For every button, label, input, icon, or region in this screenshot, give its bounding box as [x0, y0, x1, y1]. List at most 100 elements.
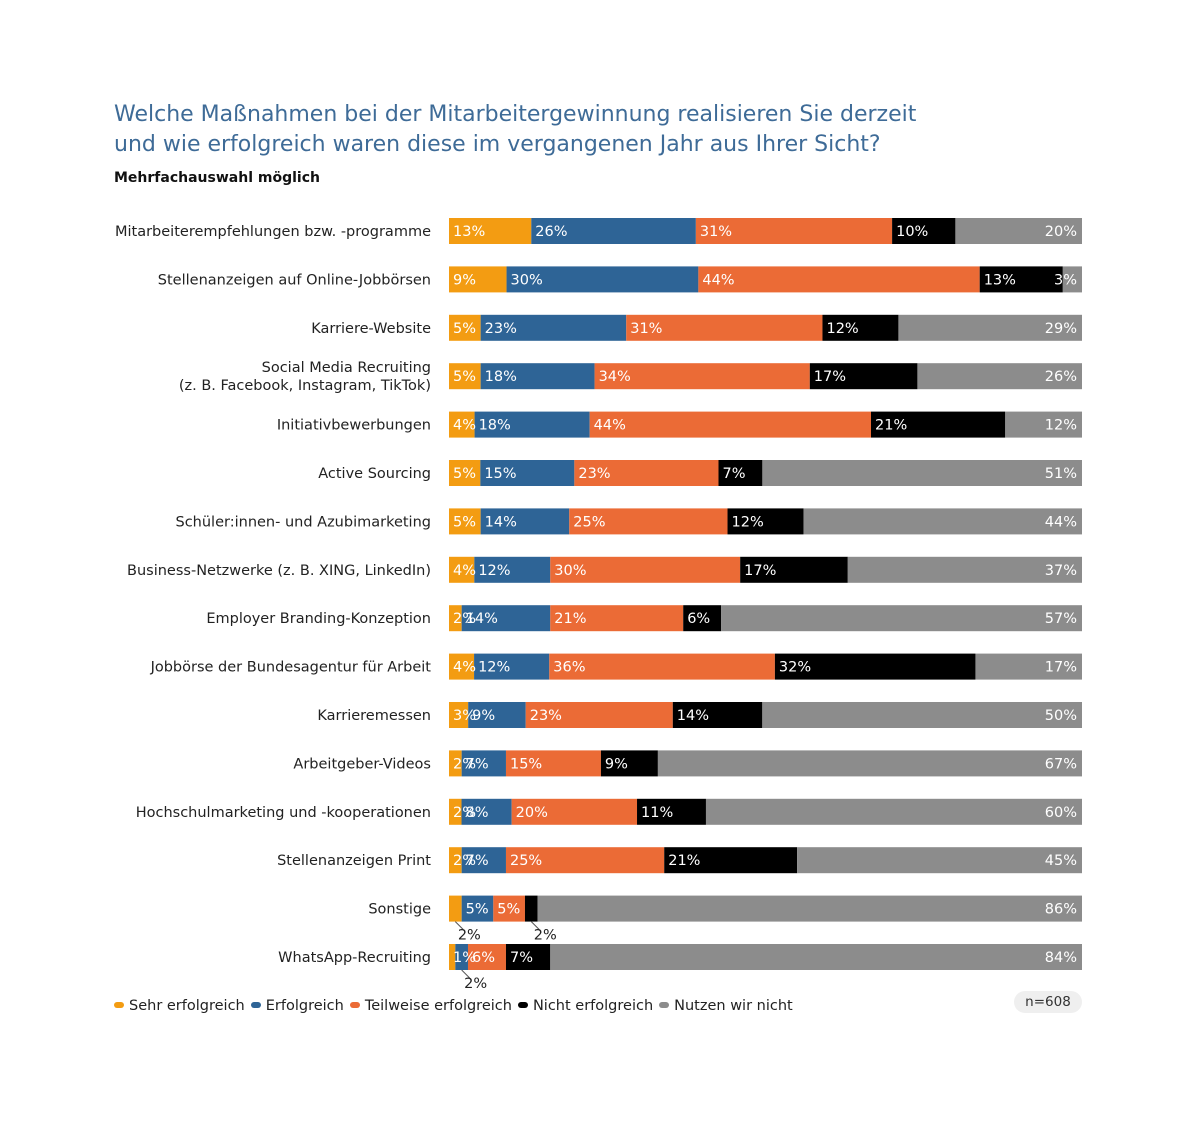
bar-segment	[550, 556, 741, 583]
category-label-line: (z. B. Facebook, Instagram, TikTok)	[179, 378, 431, 394]
callout-label: 2%	[534, 928, 557, 944]
bar-segment	[480, 363, 595, 390]
data-label: 37%	[1045, 563, 1077, 579]
category-label-line: Karrieremessen	[317, 708, 431, 724]
callout-leader	[530, 921, 540, 930]
data-label: 9%	[453, 272, 476, 288]
bar-segment	[871, 411, 1006, 438]
data-label: 7%	[466, 756, 489, 772]
data-label: 14%	[466, 611, 498, 627]
bar-segment	[461, 750, 506, 777]
data-label: 67%	[1045, 756, 1077, 772]
bar-segment	[1005, 411, 1082, 438]
chart-title: Welche Maßnahmen bei der Mitarbeitergewi…	[114, 100, 1114, 160]
bar-segment	[461, 847, 506, 874]
bar-segment	[975, 653, 1082, 680]
category-label-line: Initiativbewerbungen	[277, 418, 431, 434]
data-label: 18%	[485, 369, 517, 385]
data-label: 9%	[605, 756, 628, 772]
bar-segment	[892, 218, 956, 244]
bar-segment	[449, 653, 475, 680]
data-label: 6%	[472, 950, 495, 966]
data-label: 86%	[1045, 902, 1077, 918]
data-label: 12%	[478, 660, 510, 676]
bar-segment	[762, 460, 1082, 486]
bar-segment	[524, 895, 538, 922]
bar-segment	[461, 895, 494, 922]
data-label: 84%	[1045, 950, 1077, 966]
category-label: Hochschulmarketing und -kooperationen	[136, 805, 431, 821]
data-label: 2%	[453, 853, 476, 869]
category-label-line: Active Sourcing	[318, 466, 431, 482]
category-label: Sonstige	[368, 902, 431, 918]
data-label: 26%	[535, 224, 567, 240]
callout-leader	[461, 969, 471, 979]
legend-item: Nutzen wir nicht	[659, 998, 793, 1014]
bar-segment	[449, 460, 481, 486]
bar-segment	[822, 314, 899, 341]
data-label: 17%	[744, 563, 776, 579]
category-label: Stellenanzeigen Print	[277, 853, 431, 869]
category-label-line: Stellenanzeigen Print	[277, 853, 431, 869]
category-label-line: Social Media Recruiting	[262, 360, 431, 376]
data-label: 18%	[479, 418, 511, 434]
category-label: Schüler:innen- und Azubimarketing	[176, 514, 432, 530]
data-label: 23%	[530, 708, 562, 724]
bar-segment	[468, 702, 526, 728]
bar-segment	[505, 944, 551, 970]
data-label: 29%	[1045, 321, 1077, 337]
bar-row: Hochschulmarketing und -kooperationen 2%8…	[136, 798, 1082, 825]
bar-segment	[506, 266, 699, 293]
bar-segment	[626, 314, 823, 341]
bar-segment	[449, 363, 481, 390]
data-label: 30%	[554, 563, 586, 579]
legend-label: Teilweise erfolgreich	[364, 998, 512, 1014]
data-label: 23%	[485, 321, 517, 337]
data-label: 5%	[453, 369, 476, 385]
bar-segment	[511, 798, 638, 825]
chart-title-line-1: Welche Maßnahmen bei der Mitarbeitergewi…	[114, 102, 917, 127]
bar-segment	[979, 266, 1063, 293]
legend-label: Erfolgreich	[265, 998, 344, 1014]
bar-segment	[847, 556, 1082, 583]
data-label: 57%	[1045, 611, 1077, 627]
data-label: 7%	[466, 853, 489, 869]
bar-segment	[449, 556, 475, 583]
bar-row: WhatsApp-Recruiting 1%6% 7% 84% 2%	[278, 944, 1082, 992]
category-label: Arbeitgeber-Videos	[293, 756, 431, 772]
bar-segment	[449, 218, 532, 244]
bar-segment	[637, 798, 706, 825]
bar-segment	[1062, 266, 1082, 293]
bar-row: Mitarbeiterempfehlungen bzw. -programme 1…	[115, 218, 1082, 244]
bar-row: Social Media Recruiting (z. B. Facebook, …	[179, 360, 1082, 394]
bar-segment	[569, 508, 728, 535]
bar-segment	[762, 702, 1082, 728]
bar-segment	[550, 944, 1082, 970]
data-label: 34%	[599, 369, 631, 385]
chart-subtitle: Mehrfachauswahl möglich	[114, 170, 320, 186]
bar-segment	[461, 798, 512, 825]
category-label-line: Hochschulmarketing und -kooperationen	[136, 805, 431, 821]
bar-segment	[537, 895, 1082, 922]
data-label: 5%	[453, 466, 476, 482]
legend-swatch	[349, 1002, 360, 1008]
data-label: 15%	[510, 756, 542, 772]
data-label: 4%	[453, 660, 476, 676]
bar-segment	[698, 266, 980, 293]
category-label: Employer Branding-Konzeption	[206, 611, 431, 627]
bar-row: Business-Netzwerke (z. B. XING, LinkedIn…	[127, 556, 1082, 583]
data-label: 7%	[510, 950, 533, 966]
bar-segment	[695, 218, 893, 244]
bar-row: Employer Branding-Konzeption 2%14% 21% 6% 57…	[206, 605, 1082, 632]
data-label: 9%	[472, 708, 495, 724]
bar-segment	[550, 605, 684, 632]
data-label: 6%	[687, 611, 710, 627]
data-label: 5%	[466, 902, 489, 918]
data-label: 5%	[453, 321, 476, 337]
data-label: 2%	[453, 611, 476, 627]
bar-segment	[455, 944, 468, 970]
callout-label: 2%	[458, 928, 481, 944]
bar-segment	[531, 218, 696, 244]
data-label: 26%	[1045, 369, 1077, 385]
